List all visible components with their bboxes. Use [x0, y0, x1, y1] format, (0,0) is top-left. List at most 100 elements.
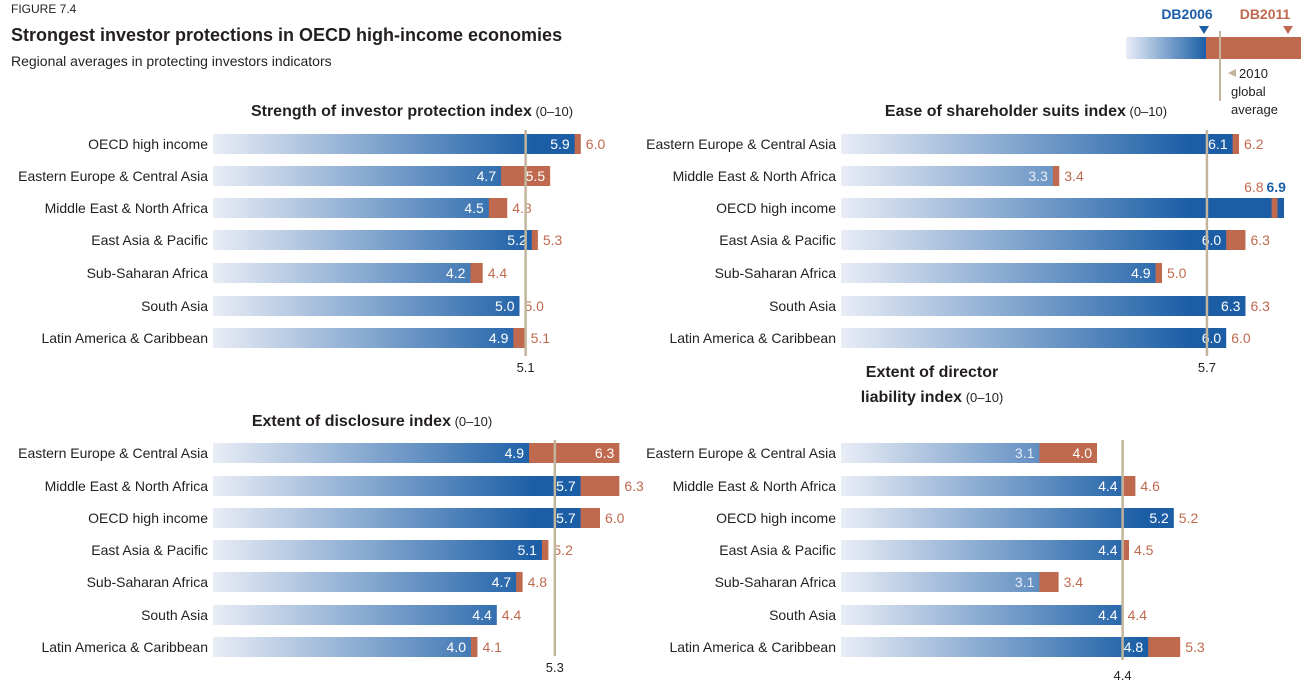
bar-db2006: [213, 198, 489, 218]
legend-db2011-label: DB2011: [1240, 6, 1291, 22]
bar-db2006: [841, 230, 1227, 250]
category-label: Latin America & Caribbean: [669, 639, 836, 655]
category-label: Eastern Europe & Central Asia: [646, 136, 836, 152]
bar-db2006: [213, 296, 520, 316]
bar-db2006: [841, 263, 1156, 283]
bar-db2006: [213, 476, 581, 496]
category-label: Sub-Saharan Africa: [715, 574, 837, 590]
value-label-db2011: 6.3: [595, 445, 615, 461]
chart-title: Ease of shareholder suits index (0–10): [885, 103, 1167, 120]
bar-db2006: [841, 296, 1246, 316]
value-label-db2006: 3.1: [1015, 445, 1035, 461]
legend-average-label-3: average: [1231, 102, 1278, 117]
bar-db2006: [213, 263, 471, 283]
value-label-db2011: 5.2: [1179, 510, 1199, 526]
legend-db2006-label: DB2006: [1161, 6, 1213, 22]
category-label: OECD high income: [716, 510, 836, 526]
value-label-db2006: 4.4: [1098, 478, 1118, 494]
bar-db2006-end: [1277, 198, 1284, 218]
bar-db2006: [213, 328, 514, 348]
value-label-db2006: 6.1: [1208, 136, 1228, 152]
category-label: Latin America & Caribbean: [41, 330, 208, 346]
bar-db2006: [841, 134, 1233, 154]
category-label: Eastern Europe & Central Asia: [646, 445, 836, 461]
chart-panel-1: Strength of investor protection index (0…: [18, 103, 605, 375]
figure-title: Strongest investor protections in OECD h…: [11, 25, 563, 45]
value-label-db2011: 4.6: [1140, 478, 1160, 494]
value-label-db2006: 4.7: [492, 574, 512, 590]
bar-db2006: [213, 508, 581, 528]
value-label-db2011: 5.3: [1185, 639, 1205, 655]
value-label-db2011: 6.0: [605, 510, 625, 526]
value-label-db2011: 5.3: [543, 232, 563, 248]
bar-db2006: [213, 572, 517, 592]
value-label-db2011: 3.4: [1064, 574, 1084, 590]
category-label: East Asia & Pacific: [719, 542, 836, 558]
value-label-db2011: 4.4: [502, 607, 522, 623]
chart-title: Extent of director: [866, 364, 998, 381]
legend: DB2006 DB2011 2010 global average: [1120, 0, 1301, 130]
chart-title: Extent of disclosure index (0–10): [252, 413, 492, 430]
chart-panel-3: Extent of disclosure index (0–10) Eastern…: [18, 413, 644, 675]
category-label: Middle East & North Africa: [45, 478, 209, 494]
value-label-db2006: 5.1: [517, 542, 537, 558]
bar-db2006: [213, 134, 575, 154]
category-label: East Asia & Pacific: [91, 232, 208, 248]
bar-db2006: [841, 508, 1174, 528]
value-label-db2006: 5.7: [556, 478, 576, 494]
category-label: OECD high income: [88, 510, 208, 526]
value-label-db2011: 4.0: [1073, 445, 1093, 461]
category-label: Middle East & North Africa: [673, 478, 837, 494]
value-label-db2011: 5.0: [1167, 265, 1187, 281]
chart-title: liability index (0–10): [861, 389, 1004, 406]
chart-panel-2: Ease of shareholder suits index (0–10) Ea…: [646, 103, 1286, 375]
figure-subtitle: Regional averages in protecting investor…: [11, 53, 332, 69]
value-label-db2006: 4.5: [464, 200, 484, 216]
bar-db2006: [841, 166, 1053, 186]
category-label: South Asia: [141, 298, 208, 314]
category-label: Eastern Europe & Central Asia: [18, 168, 208, 184]
category-label: Eastern Europe & Central Asia: [18, 445, 208, 461]
value-label-db2006: 5.0: [495, 298, 515, 314]
bar-db2006: [213, 443, 530, 463]
value-label-db2006: 4.8: [1124, 639, 1144, 655]
legend-average-pointer-icon: [1228, 69, 1236, 77]
value-label-db2011: 5.1: [531, 330, 551, 346]
bar-db2006: [841, 540, 1123, 560]
value-label-db2006: 5.2: [1149, 510, 1169, 526]
category-label: East Asia & Pacific: [719, 232, 836, 248]
value-label-db2006: 4.4: [1098, 542, 1118, 558]
category-label: Sub-Saharan Africa: [715, 265, 837, 281]
value-label-db2011: 4.4: [1128, 607, 1148, 623]
value-label-db2006: 4.7: [477, 168, 497, 184]
value-label-db2006: 5.2: [507, 232, 527, 248]
value-label-db2011: 4.8: [512, 200, 532, 216]
value-label-db2006: 4.9: [489, 330, 509, 346]
legend-db2006-marker-icon: [1199, 26, 1209, 34]
value-label-db2011: 6.8: [1244, 179, 1264, 195]
bar-db2006: [841, 328, 1227, 348]
value-label-db2006: 4.9: [505, 445, 525, 461]
category-label: East Asia & Pacific: [91, 542, 208, 558]
chart-panel-4: Extent of director liability index (0–10)…: [646, 364, 1205, 683]
bar-db2006: [841, 572, 1040, 592]
bar-db2006: [841, 476, 1123, 496]
category-label: OECD high income: [88, 136, 208, 152]
legend-db2006-swatch: [1126, 37, 1206, 59]
global-average-label: 5.1: [517, 360, 535, 375]
value-label-db2006: 6.9: [1267, 179, 1287, 195]
value-label-db2011: 6.3: [624, 478, 644, 494]
value-label-db2006: 5.9: [550, 136, 570, 152]
legend-db2011-swatch: [1206, 37, 1301, 59]
category-label: South Asia: [141, 607, 208, 623]
bar-db2006: [213, 637, 471, 657]
value-label-db2006: 3.3: [1028, 168, 1048, 184]
legend-average-label-2: global: [1231, 84, 1266, 99]
category-label: Sub-Saharan Africa: [87, 574, 209, 590]
value-label-db2011: 6.3: [1250, 232, 1270, 248]
value-label-db2006: 5.7: [556, 510, 576, 526]
legend-graphic: DB2006 DB2011 2010 global average: [1126, 6, 1301, 117]
bar-db2006: [841, 198, 1284, 218]
bar-db2011: [1271, 198, 1278, 218]
